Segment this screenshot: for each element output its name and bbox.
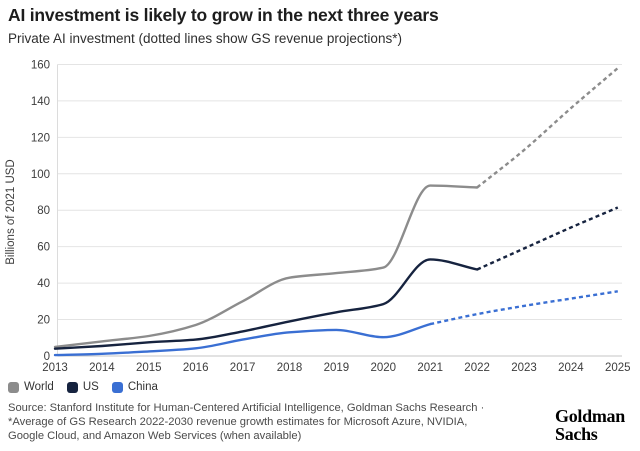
data-series: [53, 67, 619, 357]
x-tick-label: 2023: [511, 362, 537, 374]
x-tick-label: 2019: [324, 362, 350, 374]
source-note: Source: Stanford Institute for Human-Cen…: [8, 402, 556, 443]
series-line-china-solid: [53, 322, 432, 357]
logo-line-1: Goldman: [555, 406, 625, 426]
legend-item-us: US: [66, 381, 99, 393]
x-tick-label: 2021: [417, 362, 443, 374]
logo-line-2: Sachs: [555, 423, 598, 444]
x-tick-label: 2018: [277, 362, 303, 374]
legend-swatch-china: [111, 381, 123, 393]
series-line-us-solid: [53, 258, 479, 350]
source-line-3: Google Cloud, and Amazon Web Services (w…: [8, 429, 302, 442]
source-line-1: Source: Stanford Institute for Human-Cen…: [8, 402, 485, 414]
legend-swatch-world: [8, 381, 19, 393]
chart-subtitle: Private AI investment (dotted lines show…: [8, 31, 402, 46]
y-tick-label: 80: [37, 205, 50, 217]
axes: [57, 64, 622, 357]
x-tick-label: 2017: [230, 362, 256, 374]
y-tick-label: 160: [31, 59, 50, 71]
y-tick-label: 0: [44, 351, 50, 363]
axis-tick-labels: 0 20 40 60 80 100 120 140 160 2013 2014 2015 2016 201…: [31, 59, 631, 374]
gridlines: [57, 63, 622, 321]
ai-investment-line-chart: 0 20 40 60 80 100 120 140 160 2013 2014 2015 2016 201…: [5, 59, 631, 374]
legend-label-china: China: [127, 381, 158, 393]
y-tick-label: 140: [31, 96, 50, 108]
y-tick-label: 20: [37, 315, 50, 327]
x-tick-label: 2022: [464, 362, 490, 374]
series-line-world-solid: [53, 184, 479, 349]
y-tick-label: 120: [31, 132, 50, 144]
x-tick-label: 2013: [42, 362, 68, 374]
y-tick-label: 60: [37, 242, 50, 254]
series-line-us-projection-dotted: [476, 206, 619, 271]
page-title: AI investment is likely to grow in the n…: [8, 5, 439, 25]
x-tick-label: 2014: [89, 362, 115, 374]
legend-item-world: World: [8, 381, 54, 393]
x-tick-label: 2025: [605, 362, 631, 374]
source-line-2: *Average of GS Research 2022-2030 revenu…: [8, 415, 468, 428]
x-tick-label: 2015: [136, 362, 162, 374]
y-axis-title: Billions of 2021 USD: [5, 159, 17, 264]
legend-label-us: US: [82, 381, 99, 393]
x-tick-label: 2020: [371, 362, 397, 374]
y-tick-label: 100: [31, 169, 50, 181]
x-tick-label: 2024: [558, 362, 584, 374]
goldman-sachs-logo: Goldman Sachs: [555, 406, 625, 444]
series-line-china-projection-dotted: [429, 290, 618, 326]
series-line-world-projection-dotted: [476, 67, 619, 189]
x-tick-label: 2016: [183, 362, 209, 374]
y-tick-label: 40: [37, 278, 50, 290]
legend-swatch-us: [66, 381, 78, 393]
legend: World US China: [8, 381, 158, 393]
legend-label-world: World: [24, 381, 54, 393]
legend-item-china: China: [111, 381, 158, 393]
